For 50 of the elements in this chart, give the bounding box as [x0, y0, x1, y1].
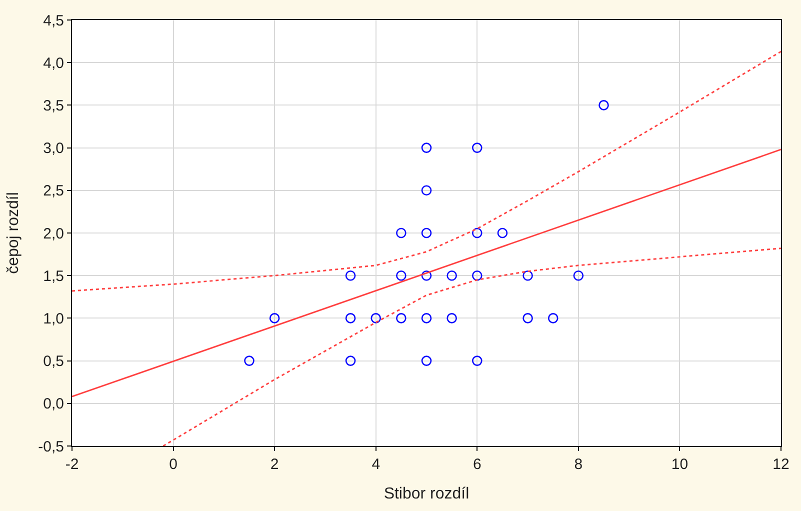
point — [472, 228, 482, 238]
y-tick-label: 1,5 — [43, 268, 64, 285]
point — [548, 313, 558, 324]
point — [421, 356, 432, 366]
point — [396, 313, 406, 324]
y-tick-label: 2,5 — [43, 182, 64, 200]
y-tick-label: -0,5 — [38, 438, 64, 456]
line-series — [162, 248, 781, 446]
x-tick-label: 10 — [671, 456, 688, 473]
point — [522, 270, 533, 281]
y-tick-label: 4,0 — [43, 54, 64, 72]
point — [269, 313, 280, 324]
x-tick-label: 12 — [772, 456, 790, 473]
point — [421, 142, 432, 153]
y-tick-label: 0,5 — [43, 353, 64, 370]
y-tick-label: 1,0 — [43, 310, 64, 328]
point — [522, 313, 533, 324]
y-tick-label: 3,5 — [43, 97, 64, 114]
point — [421, 270, 432, 281]
point — [345, 313, 356, 324]
point — [244, 356, 254, 366]
x-tick-label: 2 — [270, 456, 279, 473]
line-series — [72, 50, 781, 292]
y-tick-label: 2,0 — [43, 225, 64, 242]
x-tick-label: -2 — [65, 456, 79, 473]
x-tick-label: 8 — [574, 456, 583, 473]
point — [421, 228, 432, 238]
x-axis-title: Stibor rozdíl — [384, 486, 470, 503]
point — [446, 270, 457, 281]
point — [421, 313, 432, 324]
y-tick-label: 4,5 — [43, 12, 64, 30]
point — [345, 270, 356, 281]
point — [421, 185, 432, 196]
x-tick-label: 4 — [372, 456, 380, 473]
point — [598, 100, 609, 110]
point — [345, 356, 356, 366]
point — [472, 356, 482, 366]
point — [472, 270, 482, 281]
point — [396, 270, 406, 281]
y-axis-title: čepoj rozdíl — [5, 192, 22, 274]
point — [497, 228, 508, 238]
y-tick-label: 3,0 — [43, 140, 64, 158]
point — [472, 142, 482, 153]
y-tick-label: 0,0 — [43, 396, 64, 413]
x-tick-label: 6 — [472, 456, 482, 473]
point — [446, 313, 457, 324]
point — [370, 313, 382, 324]
point — [573, 270, 584, 281]
point — [396, 228, 406, 238]
x-tick-label: 0 — [169, 456, 178, 473]
